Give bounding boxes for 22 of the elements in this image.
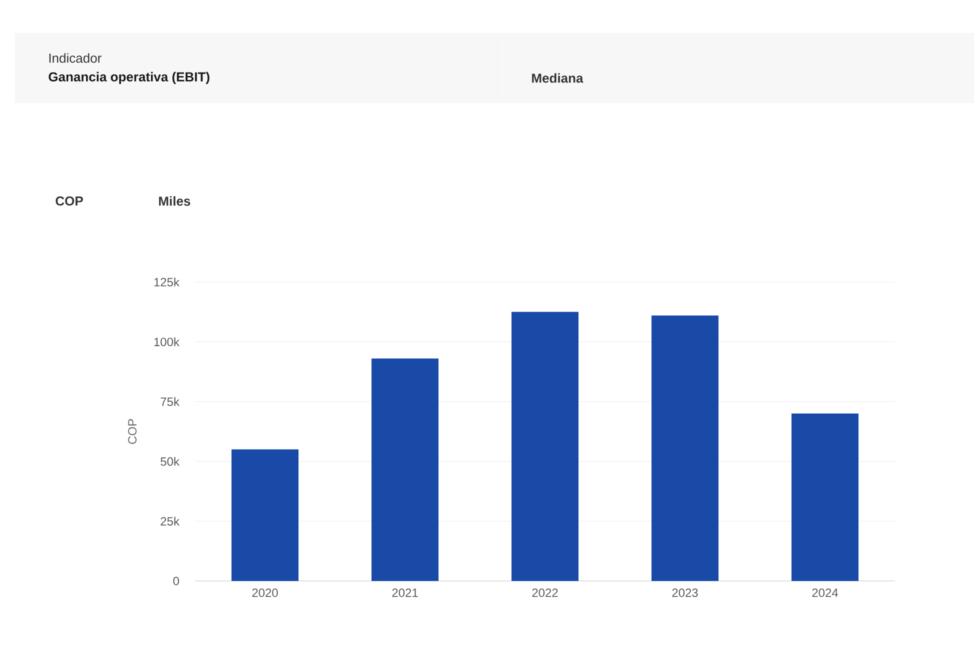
- text: Mediana: [532, 73, 584, 83]
- y-tick-label: 125k: [154, 278, 180, 286]
- bar: [792, 414, 858, 581]
- bar: [232, 449, 299, 581]
- x-tick-label: 2024: [812, 588, 838, 598]
- text: COP: [56, 196, 83, 206]
- text: Indicador: [49, 53, 102, 63]
- bar: [512, 312, 579, 581]
- y-tick-label: 25k: [160, 516, 180, 526]
- chart-title: Ganancia operativa (EBIT): [48, 72, 210, 84]
- text: Miles: [159, 196, 190, 206]
- x-tick-label: 2021: [392, 588, 418, 598]
- bar: [652, 315, 718, 581]
- bar: [372, 358, 439, 581]
- y-tick-label: 0: [173, 576, 180, 586]
- y-axis-title: COP: [128, 419, 137, 444]
- y-tick-label: 75k: [160, 397, 180, 406]
- x-tick-label: 2020: [252, 588, 278, 598]
- y-tick-label: 50k: [160, 456, 180, 466]
- x-tick-label: 2023: [672, 588, 698, 598]
- y-tick-label: 100k: [154, 337, 180, 346]
- x-tick-label: 2022: [532, 588, 558, 598]
